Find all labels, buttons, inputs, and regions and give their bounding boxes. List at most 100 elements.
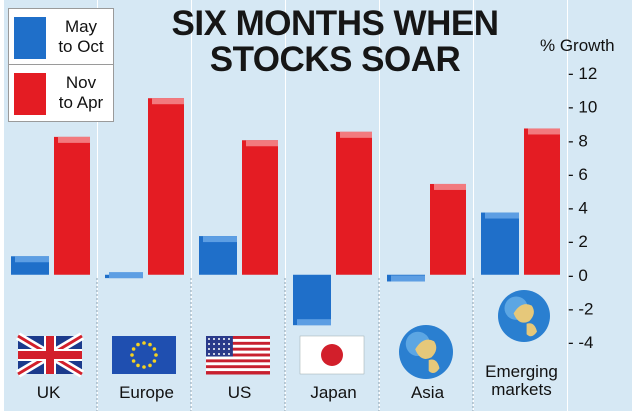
us-star — [213, 338, 215, 340]
y-tick-label: - 2 — [568, 232, 588, 251]
bar-highlight — [246, 140, 278, 147]
us-star — [223, 338, 225, 340]
category-label-emerging: Emerging markets — [474, 363, 569, 399]
us-stripe — [206, 368, 270, 372]
us-stripe — [206, 365, 270, 369]
y-axis-ticks: - 12 - 10 - 8 - 6 - 4 - 2 - 0 - -2 - -4 — [568, 64, 597, 352]
us-star — [223, 353, 225, 355]
y-tick-label: - -4 — [568, 333, 594, 352]
us-stripe — [206, 353, 270, 357]
us-star — [228, 353, 230, 355]
eu-star — [142, 341, 146, 345]
bar-highlight — [58, 136, 90, 143]
y-tick-label: - 8 — [568, 131, 588, 150]
legend-line: May — [64, 17, 98, 36]
us-stripe — [206, 362, 270, 366]
bar-highlight — [109, 272, 143, 279]
legend-divider — [9, 64, 113, 65]
axis-panel — [568, 0, 632, 411]
us-stripe — [206, 350, 270, 355]
bar-highlight — [15, 256, 49, 263]
eu-star — [131, 359, 136, 363]
bar-nov-apr — [336, 131, 372, 275]
bar-highlight — [203, 236, 237, 243]
bar-highlight — [297, 319, 331, 326]
us-stripe — [206, 336, 270, 340]
us-star — [218, 343, 220, 345]
us-flag-icon — [206, 336, 270, 375]
legend-item-nov-apr: Nov to Apr — [9, 65, 113, 119]
bars-layer — [11, 98, 560, 326]
eu-star — [148, 342, 152, 347]
us-star — [213, 348, 215, 350]
japan-flag-icon — [299, 335, 365, 375]
y-axis-title: % Growth — [540, 36, 615, 55]
us-star — [208, 348, 210, 350]
uk-flag-icon — [15, 332, 85, 378]
chart-title: SIX MONTHS WHEN STOCKS SOAR — [171, 4, 499, 79]
globe-emerging-icon — [498, 290, 550, 342]
category-label-line: Emerging — [485, 362, 558, 381]
us-star — [223, 343, 225, 345]
y-tick-label: - -2 — [568, 299, 594, 318]
us-stripe — [206, 356, 270, 360]
us-star — [223, 348, 225, 350]
bar-highlight — [152, 98, 184, 105]
bar-highlight — [391, 275, 425, 282]
category-label-japan: Japan — [310, 383, 357, 402]
y-tick-label: - 10 — [568, 98, 597, 117]
legend-line: to Apr — [58, 93, 104, 112]
eu-star — [152, 359, 157, 363]
globe-land — [513, 304, 534, 323]
eu-star — [148, 363, 152, 368]
us-stripe — [206, 359, 270, 363]
eu-star — [136, 363, 140, 368]
us-star — [208, 353, 210, 355]
us-star — [228, 343, 230, 345]
legend-line: to Oct — [58, 37, 104, 56]
bar-nov-apr — [430, 183, 466, 275]
eu-star — [131, 347, 136, 351]
category-label-line: markets — [491, 380, 552, 399]
eu-star — [152, 347, 157, 351]
us-stripe — [206, 371, 270, 375]
bar-nov-apr — [524, 128, 560, 275]
category-label-europe: Europe — [119, 383, 174, 402]
bar-highlight — [340, 131, 372, 138]
us-star — [218, 353, 220, 355]
japan-sun — [321, 344, 343, 366]
eu-star — [142, 365, 146, 369]
us-star — [218, 338, 220, 340]
category-label-asia: Asia — [410, 383, 445, 402]
legend-swatch-blue — [14, 17, 46, 59]
us-star — [228, 348, 230, 350]
eu-star — [154, 353, 158, 357]
eu-flag-icon — [112, 336, 176, 374]
bar-highlight — [528, 128, 560, 135]
y-tick-label: - 12 — [568, 64, 597, 83]
category-label-us: US — [227, 383, 252, 402]
us-stripe — [206, 347, 270, 352]
us-star — [208, 343, 210, 345]
bar-nov-apr — [242, 140, 278, 275]
eu-star — [130, 353, 134, 357]
globe-land — [526, 323, 537, 337]
category-label-uk: UK — [36, 383, 61, 402]
globe-land — [415, 339, 437, 359]
globe-land — [428, 359, 440, 374]
eu-star — [136, 342, 140, 347]
us-star — [228, 338, 230, 340]
us-stripe — [206, 344, 270, 349]
us-canton — [206, 336, 233, 357]
us-stripe — [206, 338, 270, 343]
bar-may-oct — [293, 274, 331, 326]
uk-cross-red — [18, 351, 82, 359]
y-tick-label: - 6 — [568, 165, 588, 184]
us-star — [213, 353, 215, 355]
us-star — [218, 348, 220, 350]
legend-swatch-red — [14, 73, 46, 115]
us-star — [208, 338, 210, 340]
category-icons — [15, 290, 550, 379]
